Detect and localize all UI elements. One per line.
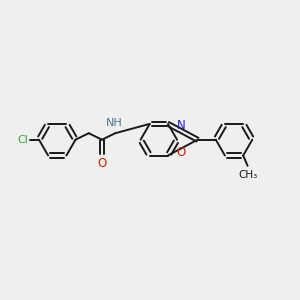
- Text: N: N: [177, 119, 186, 132]
- Text: O: O: [177, 146, 186, 159]
- Text: CH₃: CH₃: [239, 169, 258, 180]
- Text: Cl: Cl: [17, 135, 28, 145]
- Text: NH: NH: [106, 118, 123, 128]
- Text: O: O: [98, 158, 106, 170]
